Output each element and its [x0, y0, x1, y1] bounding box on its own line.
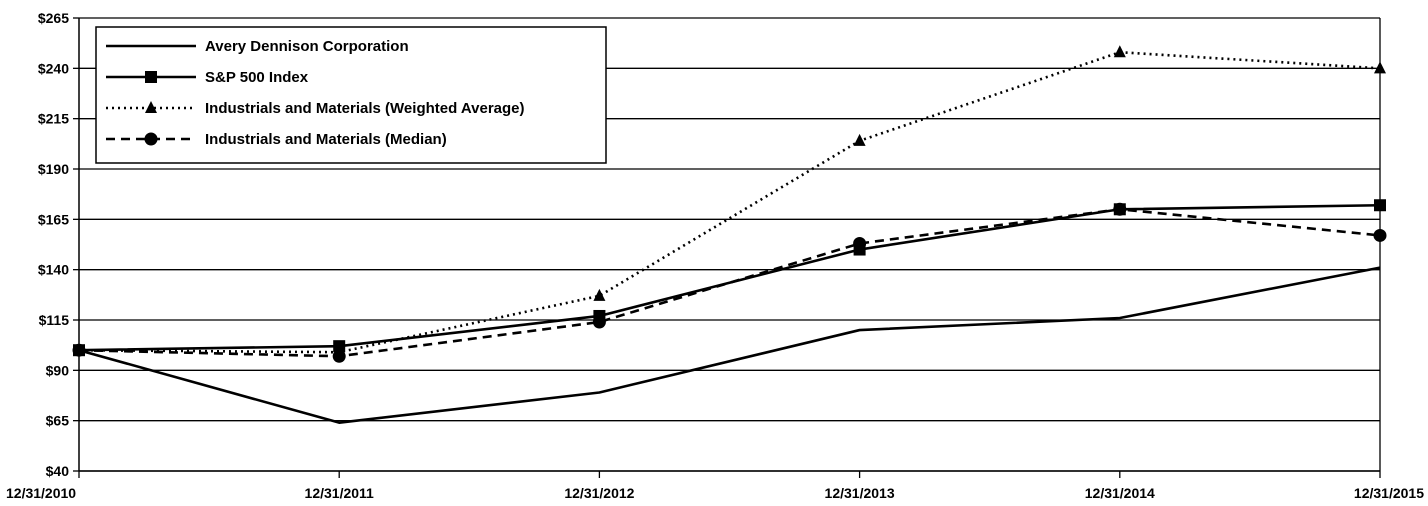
triangle-marker: [853, 133, 866, 146]
legend-label: Industrials and Materials (Weighted Aver…: [205, 100, 525, 117]
square-marker: [1374, 199, 1386, 212]
y-tick-label: $190: [38, 161, 69, 177]
series-group: [72, 202, 1387, 363]
legend-box: [95, 26, 607, 164]
series-line: [78, 266, 1381, 424]
triangle-marker: [1113, 45, 1126, 58]
circle-marker: [144, 132, 158, 146]
legend-label: Industrials and Materials (Median): [205, 131, 447, 148]
circle-marker: [1373, 228, 1387, 242]
y-tick-label: $240: [38, 60, 69, 76]
y-tick-label: $265: [38, 10, 69, 26]
series-group: [73, 199, 1386, 357]
y-tick-label: $215: [38, 111, 69, 127]
circle-marker: [1113, 202, 1127, 216]
circle-marker: [72, 343, 86, 357]
series-line: [78, 207, 1381, 358]
y-tick-label: $165: [38, 211, 69, 227]
legend: Avery Dennison Corporation S&P 500 Index I…: [95, 26, 607, 164]
triangle-marker: [1374, 61, 1386, 74]
series-line: [78, 50, 1381, 354]
y-tick-label: $40: [46, 463, 70, 479]
x-tick-label: 12/31/2011: [305, 485, 375, 501]
series-line: [78, 203, 1381, 352]
y-tick-label: $65: [46, 413, 70, 429]
legend-label: S&P 500 Index: [205, 69, 309, 86]
circle-marker: [332, 349, 346, 363]
series-group: [78, 266, 1381, 424]
square-marker: [145, 71, 157, 83]
y-tick-labels: $40 $65 $90 $115 $140 $165 $190 $215 $240 $265: [38, 10, 69, 479]
x-tick-label: 12/31/2014: [1085, 485, 1155, 501]
triangle-marker: [145, 101, 157, 113]
circle-marker: [592, 315, 606, 329]
y-tick-label: $90: [46, 362, 70, 378]
series-group: [73, 45, 1386, 358]
series-lines: [72, 45, 1387, 424]
y-tick-label: $115: [39, 312, 70, 328]
y-tick-label: $140: [38, 262, 69, 278]
axes: [73, 17, 1381, 478]
grid-lines: [79, 17, 1380, 472]
x-tick-label: 12/31/2012: [564, 485, 634, 501]
x-tick-label: 12/31/2013: [825, 485, 895, 501]
legend-label: Avery Dennison Corporation: [205, 38, 409, 55]
x-tick-label: 12/31/2010: [6, 485, 76, 501]
circle-marker: [853, 236, 867, 250]
x-tick-label: 12/31/2015: [1354, 485, 1424, 501]
x-tick-labels: 12/31/2010 12/31/2011 12/31/2012 12/31/2013…: [6, 485, 1424, 501]
triangle-marker: [593, 288, 606, 301]
